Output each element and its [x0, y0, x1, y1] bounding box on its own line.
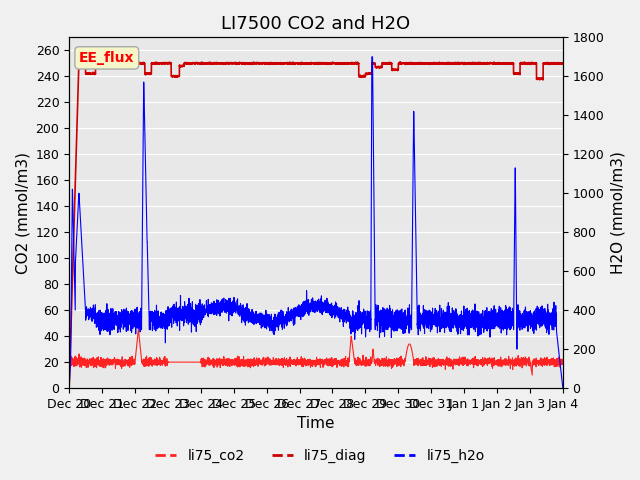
Y-axis label: CO2 (mmol/m3): CO2 (mmol/m3) — [15, 152, 30, 274]
Legend: li75_co2, li75_diag, li75_h2o: li75_co2, li75_diag, li75_h2o — [150, 443, 490, 468]
X-axis label: Time: Time — [297, 417, 335, 432]
Text: EE_flux: EE_flux — [79, 51, 134, 65]
Title: LI7500 CO2 and H2O: LI7500 CO2 and H2O — [221, 15, 411, 33]
Y-axis label: H2O (mmol/m3): H2O (mmol/m3) — [610, 151, 625, 274]
